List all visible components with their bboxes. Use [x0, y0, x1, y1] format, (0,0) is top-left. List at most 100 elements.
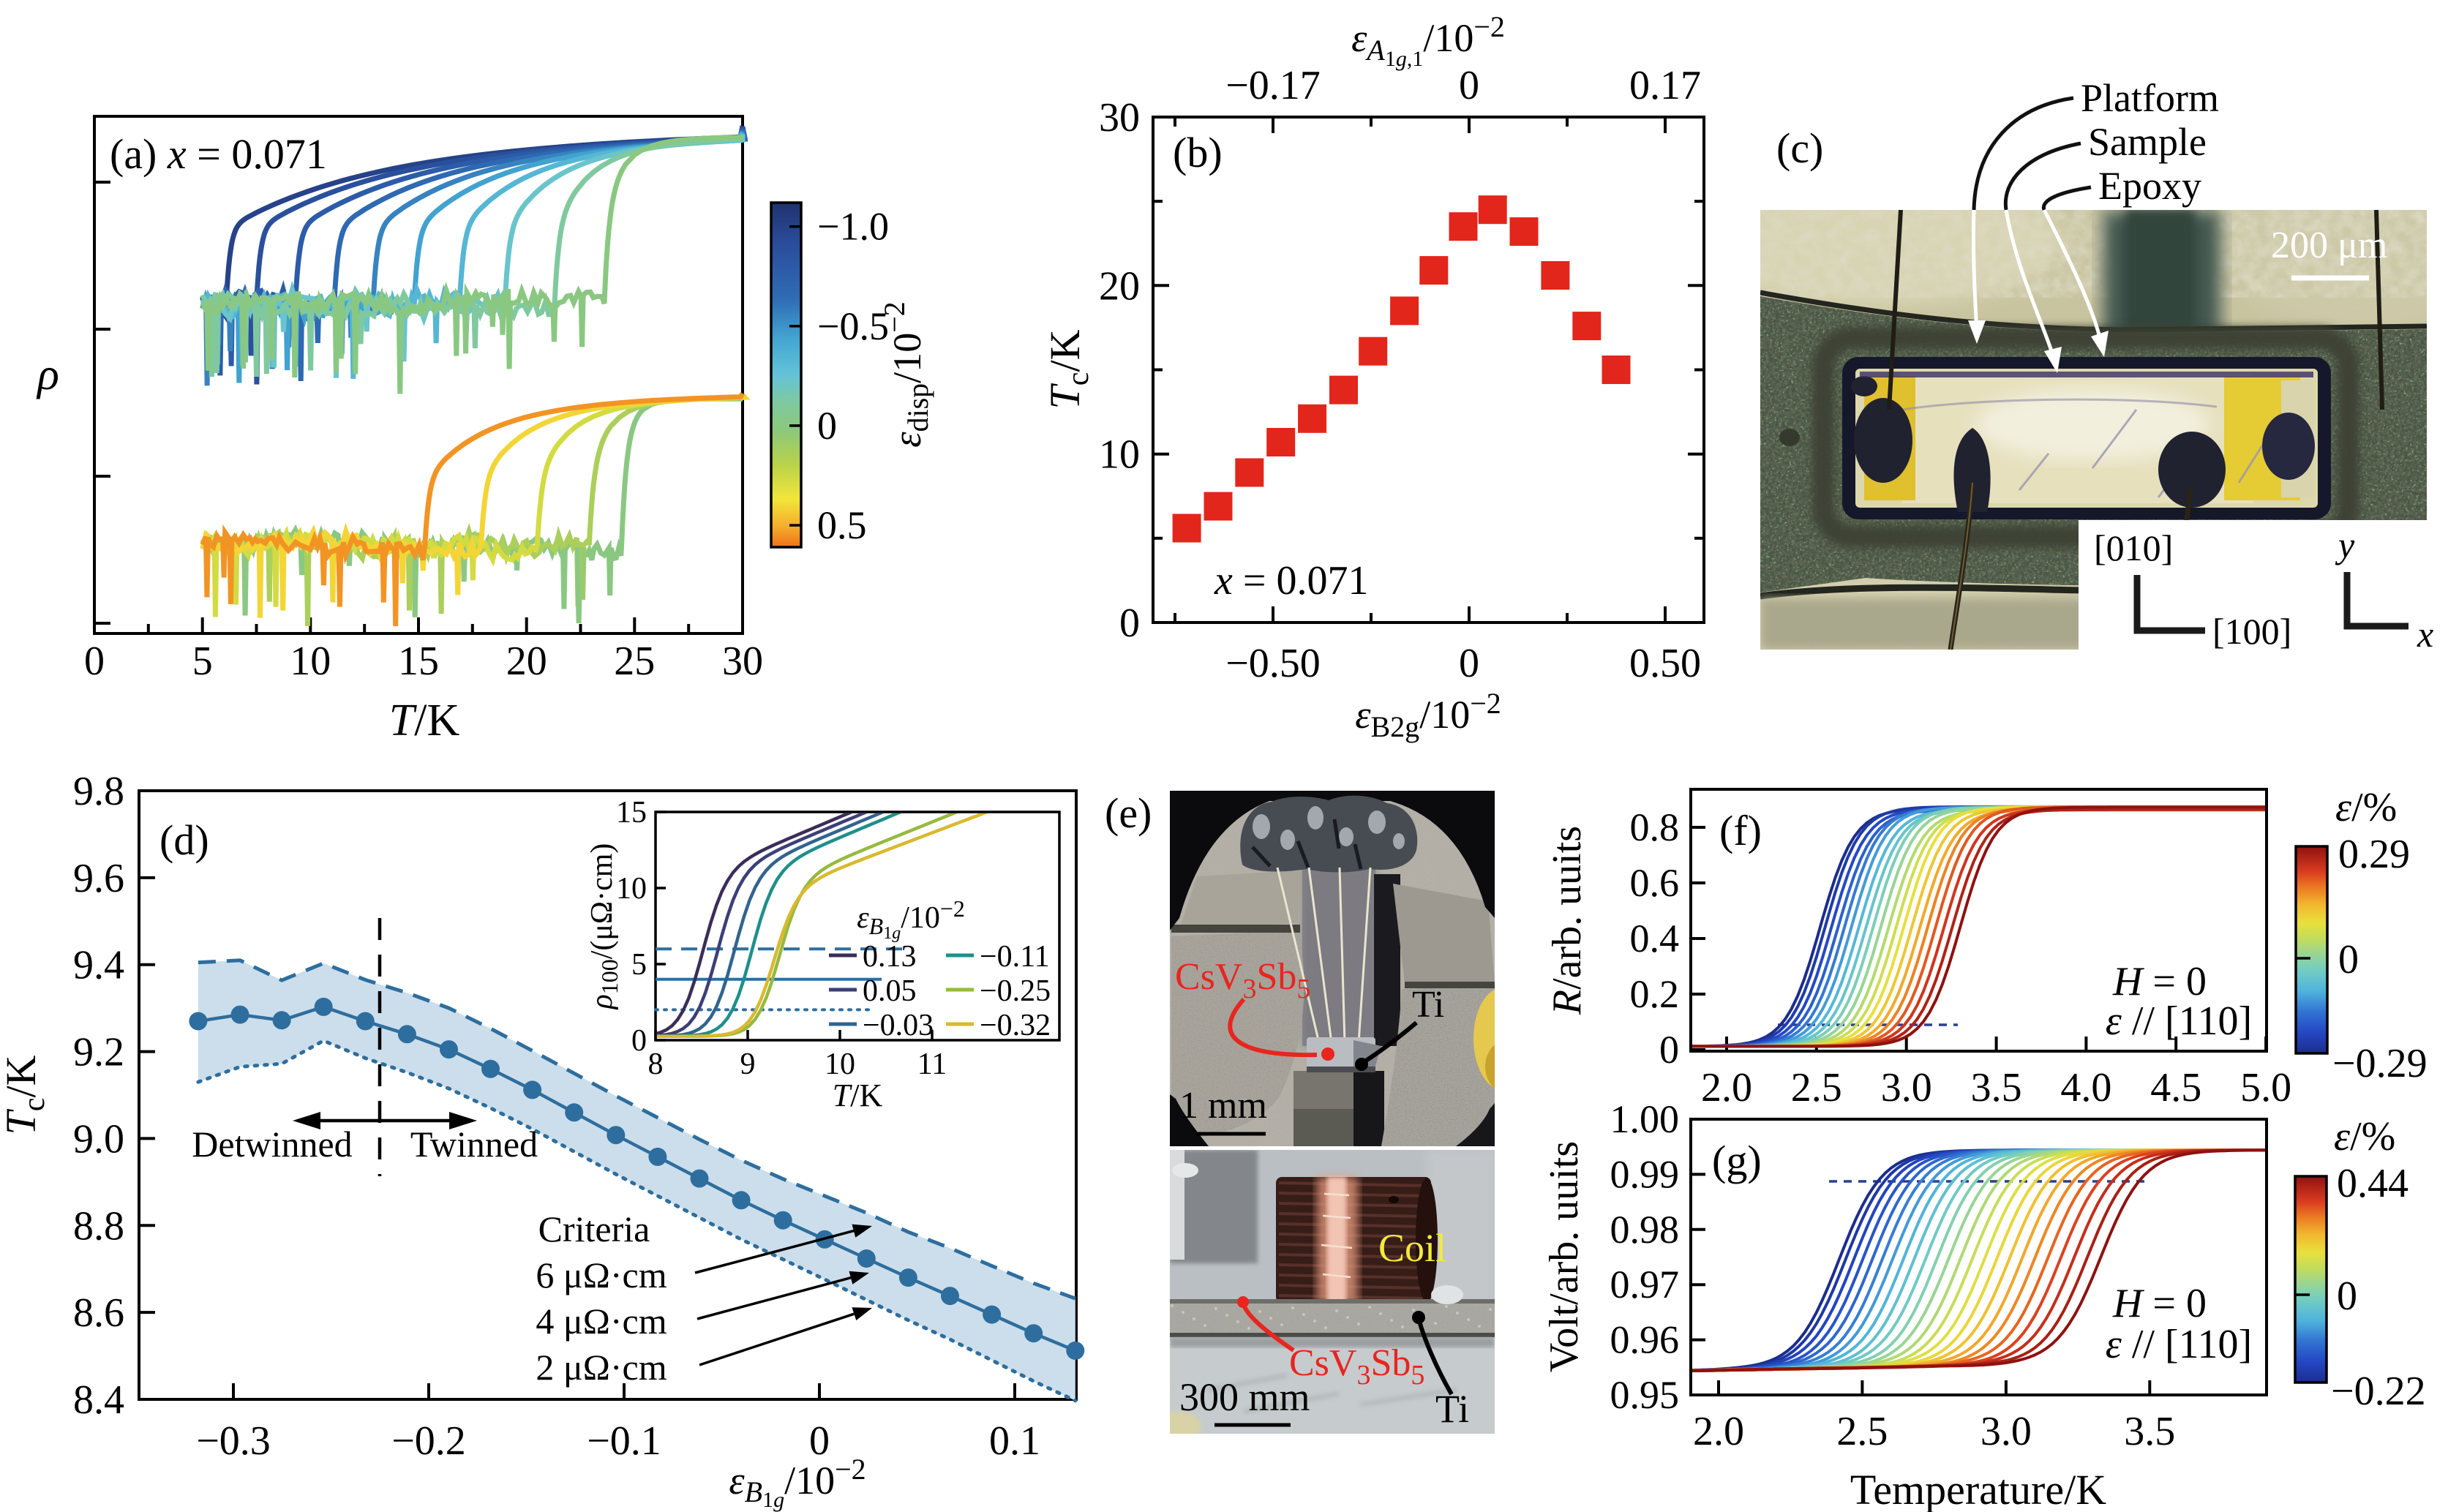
svg-text:εA1g,1/10−2: εA1g,1/10−2 [1351, 10, 1505, 71]
svg-text:εdisp/10−2: εdisp/10−2 [878, 301, 934, 448]
svg-text:(b): (b) [1173, 129, 1223, 176]
svg-text:2 μΩ·cm: 2 μΩ·cm [536, 1347, 667, 1388]
svg-text:0.1: 0.1 [989, 1418, 1040, 1464]
svg-text:−0.3: −0.3 [196, 1418, 271, 1464]
svg-text:y: y [2335, 524, 2355, 565]
svg-text:ε // [110]: ε // [110] [2106, 1322, 2252, 1367]
svg-text:[010]: [010] [2094, 527, 2173, 568]
svg-text:Epoxy: Epoxy [2098, 164, 2201, 208]
svg-text:0.05: 0.05 [863, 974, 917, 1008]
svg-text:9.8: 9.8 [73, 769, 124, 814]
svg-text:(c): (c) [1776, 124, 1823, 172]
svg-text:0.13: 0.13 [863, 940, 917, 974]
svg-text:0: 0 [2337, 1274, 2357, 1319]
svg-text:6 μΩ·cm: 6 μΩ·cm [536, 1255, 667, 1295]
svg-text:2.5: 2.5 [1791, 1065, 1842, 1110]
svg-text:20: 20 [506, 639, 547, 684]
svg-text:T/K: T/K [833, 1077, 883, 1113]
svg-text:ε/%: ε/% [2334, 1114, 2395, 1159]
svg-text:Criteria: Criteria [538, 1208, 650, 1249]
svg-text:0.5: 0.5 [817, 503, 867, 547]
svg-text:2.0: 2.0 [1701, 1065, 1752, 1110]
svg-text:Twinned: Twinned [410, 1124, 538, 1165]
svg-text:Sample: Sample [2088, 120, 2207, 164]
svg-text:5: 5 [631, 948, 647, 982]
svg-text:0: 0 [2338, 937, 2359, 982]
svg-text:8: 8 [648, 1048, 664, 1081]
svg-text:−0.03: −0.03 [863, 1009, 934, 1042]
svg-text:0.96: 0.96 [1610, 1318, 1680, 1362]
svg-text:0.44: 0.44 [2337, 1161, 2408, 1206]
svg-text:−1.0: −1.0 [817, 205, 889, 249]
svg-text:[100]: [100] [2212, 611, 2291, 652]
svg-text:Platform: Platform [2081, 76, 2219, 120]
svg-text:0: 0 [84, 639, 105, 684]
svg-text:3.0: 3.0 [1881, 1065, 1932, 1110]
svg-text:−0.2: −0.2 [391, 1418, 466, 1464]
svg-text:Detwinned: Detwinned [192, 1124, 352, 1165]
svg-text:10: 10 [825, 1048, 855, 1081]
svg-text:(g): (g) [1712, 1137, 1762, 1184]
svg-text:20: 20 [1099, 263, 1140, 309]
svg-text:3.0: 3.0 [1980, 1409, 2032, 1454]
svg-text:0: 0 [631, 1024, 647, 1058]
svg-text:5: 5 [192, 639, 213, 684]
svg-text:0: 0 [1459, 641, 1479, 686]
svg-text:0.8: 0.8 [1630, 805, 1680, 849]
svg-text:(f): (f) [1719, 807, 1762, 854]
svg-text:300 mm: 300 mm [1179, 1375, 1310, 1419]
svg-text:10: 10 [290, 639, 331, 684]
svg-text:−0.29: −0.29 [2332, 1041, 2428, 1086]
svg-text:0: 0 [1459, 63, 1479, 108]
svg-text:3.5: 3.5 [2124, 1409, 2175, 1454]
svg-text:Coil: Coil [1378, 1226, 1446, 1270]
svg-text:(e): (e) [1105, 789, 1152, 837]
svg-text:0.95: 0.95 [1610, 1373, 1680, 1417]
svg-text:0.2: 0.2 [1630, 972, 1680, 1016]
svg-text:ρ: ρ [36, 350, 59, 399]
svg-text:8.6: 8.6 [73, 1290, 124, 1336]
svg-text:0.98: 0.98 [1610, 1208, 1680, 1252]
svg-text:9.6: 9.6 [73, 856, 124, 901]
svg-text:4.5: 4.5 [2150, 1065, 2201, 1110]
svg-text:0.97: 0.97 [1610, 1263, 1680, 1306]
svg-text:8.4: 8.4 [73, 1377, 124, 1423]
svg-text:0.6: 0.6 [1630, 861, 1680, 905]
svg-text:εB1g/10−2: εB1g/10−2 [857, 895, 965, 943]
svg-text:2.0: 2.0 [1693, 1409, 1744, 1454]
svg-text:Tc/K: Tc/K [1041, 329, 1095, 409]
svg-text:9.0: 9.0 [73, 1116, 124, 1162]
svg-text:1.00: 1.00 [1610, 1097, 1680, 1141]
svg-text:Tc/K: Tc/K [0, 1055, 51, 1135]
svg-text:−0.32: −0.32 [980, 1009, 1051, 1042]
svg-text:ρ100/(μΩ·cm): ρ100/(μΩ·cm) [585, 843, 623, 1011]
svg-text:10: 10 [1099, 432, 1140, 478]
svg-text:CsV3Sb5: CsV3Sb5 [1289, 1342, 1424, 1391]
svg-text:εB1g/10−2: εB1g/10−2 [729, 1453, 866, 1512]
svg-text:Temperature/K: Temperature/K [1850, 1466, 2106, 1512]
svg-text:200 μm: 200 μm [2271, 225, 2387, 266]
svg-text:0: 0 [1659, 1028, 1679, 1072]
svg-text:R/arb. uuits: R/arb. uuits [1544, 826, 1590, 1015]
svg-text:H = 0: H = 0 [2112, 1281, 2207, 1326]
svg-text:Volt/arb. uuits: Volt/arb. uuits [1542, 1141, 1587, 1372]
svg-text:30: 30 [1099, 95, 1140, 140]
svg-text:15: 15 [398, 639, 439, 684]
svg-text:15: 15 [616, 796, 647, 830]
svg-text:10: 10 [616, 872, 647, 906]
svg-text:9.2: 9.2 [73, 1030, 124, 1075]
svg-text:ε // [110]: ε // [110] [2106, 998, 2252, 1044]
svg-text:3.5: 3.5 [1971, 1065, 2022, 1110]
svg-text:30: 30 [722, 639, 763, 684]
svg-text:Ti: Ti [1412, 984, 1444, 1026]
svg-text:0.4: 0.4 [1630, 917, 1680, 960]
svg-text:0.50: 0.50 [1629, 641, 1701, 686]
svg-text:9.4: 9.4 [73, 943, 124, 988]
svg-text:0.99: 0.99 [1610, 1152, 1680, 1196]
svg-text:11: 11 [917, 1048, 947, 1081]
svg-text:x: x [2417, 614, 2433, 655]
svg-text:H = 0: H = 0 [2112, 959, 2207, 1004]
svg-text:−0.50: −0.50 [1225, 641, 1321, 686]
svg-text:−0.1: −0.1 [587, 1418, 661, 1464]
svg-text:25: 25 [614, 639, 655, 684]
